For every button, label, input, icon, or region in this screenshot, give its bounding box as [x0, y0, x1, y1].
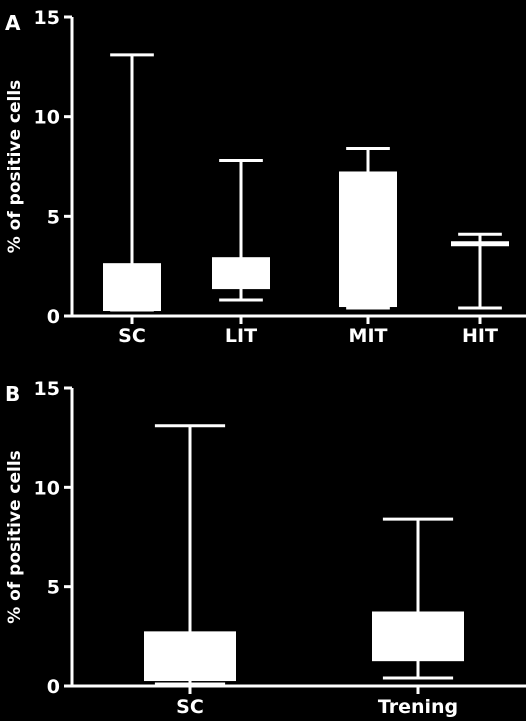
panel-a-x-tick-label-hit: HIT: [462, 325, 498, 347]
panel-b-y-tick-label: 15: [34, 378, 60, 400]
panel-a-box-hit: [451, 241, 509, 247]
panel-b-x-tick-label-trening: Trening: [378, 696, 458, 718]
panel-b-x-tick-label-sc: SC: [176, 696, 204, 718]
panel-a-x-tick-label-mit: MIT: [349, 325, 388, 347]
panel-a-y-tick-label: 10: [34, 107, 60, 129]
panel-b-label: B: [5, 382, 20, 406]
panel-b-y-tick-label: 5: [47, 577, 60, 599]
panel-a-y-tick-label: 15: [34, 7, 60, 29]
panel-a-box-lit: [212, 257, 270, 290]
panel-b-y-tick-label: 10: [34, 477, 60, 499]
panel-b-y-axis-title: % of positive cells: [5, 450, 25, 624]
panel-a-box-mit: [339, 171, 397, 308]
panel-a-y-tick-label: 0: [47, 306, 60, 328]
panel-a-label: A: [5, 11, 21, 35]
panel-a-y-tick-label: 5: [47, 206, 60, 228]
panel-a-x-tick-label-sc: SC: [118, 325, 146, 347]
panel-b-box-trening: [372, 611, 464, 662]
panel-a-y-axis-title: % of positive cells: [5, 80, 25, 254]
panel-b-y-tick-label: 0: [47, 676, 60, 698]
panel-b-box-sc: [144, 631, 236, 682]
panel-a-x-tick-label-lit: LIT: [225, 325, 257, 347]
panel-a-box-sc: [103, 263, 161, 312]
